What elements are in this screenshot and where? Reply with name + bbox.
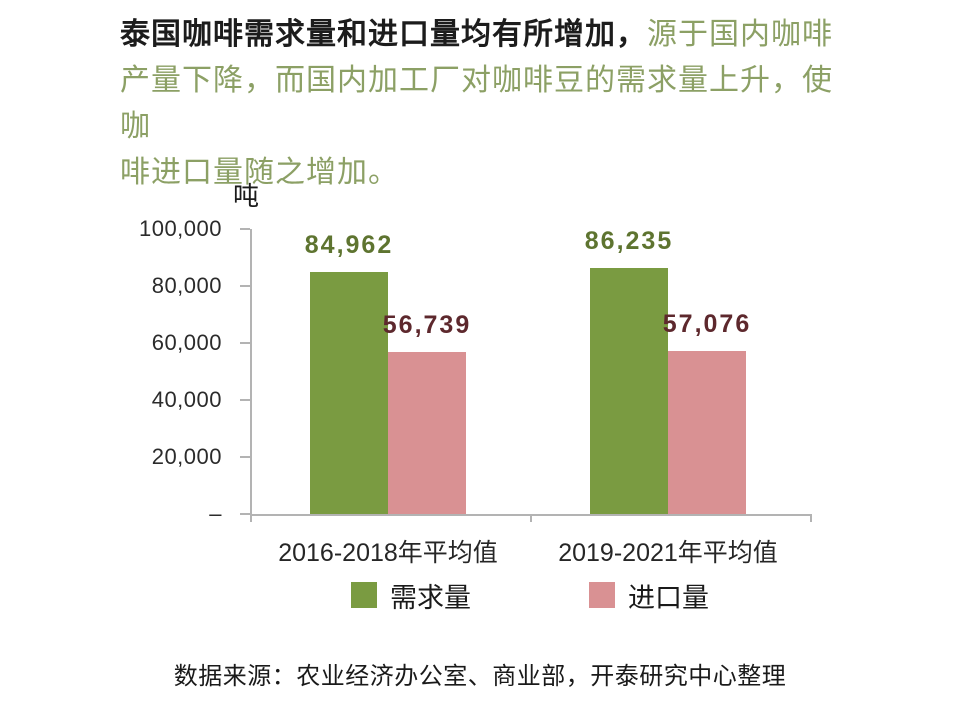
y-tick-label: 100,000 [138, 216, 222, 241]
legend-swatch-icon [589, 582, 615, 608]
bar-需求量-2019-2021年平均值 [590, 268, 668, 514]
y-tick-mark [240, 399, 250, 401]
legend-label: 需求量 [390, 582, 471, 613]
y-tick-label: 80,000 [151, 273, 222, 298]
headline-emphasis: 泰国咖啡需求量和进口量均有所增加， [120, 18, 647, 51]
headline-green-line1: 源于国内咖啡 [647, 18, 833, 51]
bar-value-label: 57,076 [662, 310, 752, 338]
x-tick-mark [250, 514, 252, 522]
y-tick-mark [240, 513, 250, 515]
y-tick-label: – [209, 501, 222, 526]
y-tick-mark [240, 228, 250, 230]
bar-value-label: 86,235 [584, 227, 674, 255]
x-axis-category-label: 2019-2021年平均值 [558, 539, 778, 567]
y-tick-mark [240, 342, 250, 344]
headline-green-line2: 产量下降，而国内加工厂对咖啡豆的需求量上升，使咖 [120, 64, 833, 143]
legend-swatch-icon [351, 582, 377, 608]
bar-进口量-2019-2021年平均值 [668, 351, 746, 514]
legend-label: 进口量 [628, 582, 709, 613]
y-tick-label: 40,000 [151, 387, 222, 412]
bar-需求量-2016-2018年平均值 [310, 272, 388, 514]
source-note: 数据来源：农业经济办公室、商业部，开泰研究中心整理 [173, 663, 787, 690]
bar-进口量-2016-2018年平均值 [388, 352, 466, 514]
y-axis-line [250, 229, 252, 516]
x-tick-mark [810, 514, 812, 522]
x-axis-category-label: 2016-2018年平均值 [278, 539, 498, 567]
legend: 需求量 进口量 [250, 576, 810, 615]
bar-value-label: 84,962 [304, 231, 394, 259]
x-tick-mark [530, 514, 532, 522]
bar-value-label: 56,739 [382, 311, 472, 339]
y-tick-label: 60,000 [151, 330, 222, 355]
y-tick-label: 20,000 [151, 444, 222, 469]
y-axis-unit-label: 吨 [233, 181, 260, 211]
legend-item-进口量: 进口量 [589, 576, 709, 615]
legend-item-需求量: 需求量 [351, 576, 471, 615]
headline-green-line3: 啡进口量随之增加。 [120, 156, 399, 189]
headline: 泰国咖啡需求量和进口量均有所增加，源于国内咖啡 产量下降，而国内加工厂对咖啡豆的… [120, 12, 860, 196]
y-tick-mark [240, 456, 250, 458]
y-tick-mark [240, 285, 250, 287]
